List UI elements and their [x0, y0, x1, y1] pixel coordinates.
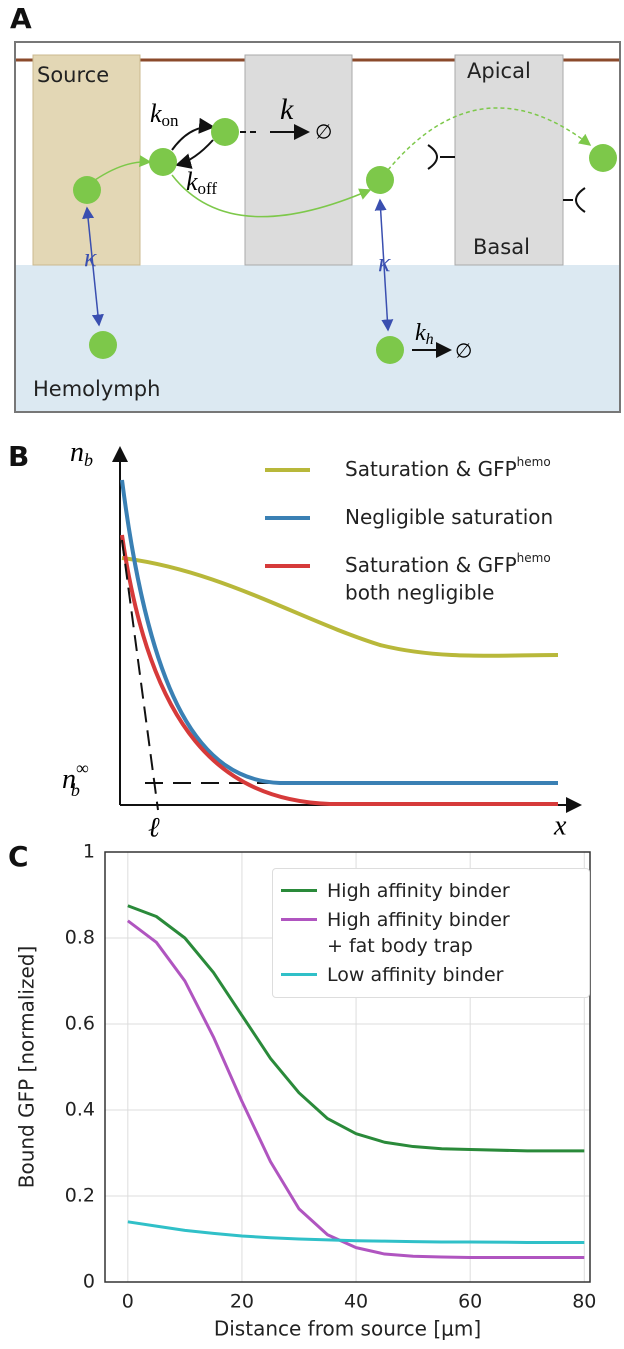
series-line: [127, 904, 585, 1153]
k-on: kon: [150, 99, 179, 130]
molecule: [73, 176, 101, 204]
legend-label: Saturation & GFPhemo: [345, 551, 551, 577]
sub: h: [426, 331, 434, 348]
molecule: [89, 331, 117, 359]
panel-label: B: [8, 440, 29, 473]
binding-arrow: [171, 117, 215, 151]
x-tick-label: 20: [230, 1291, 254, 1313]
k-h: kh: [415, 320, 434, 348]
apical-label: Apical: [467, 59, 531, 83]
y-tick-label: 0.6: [65, 1013, 95, 1035]
null-set: ∅: [455, 339, 472, 363]
k: k: [150, 99, 162, 128]
legend-sup: hemo: [517, 455, 551, 469]
y-axis-label: Bound GFP [normalized]: [15, 946, 39, 1189]
kappa: κ: [84, 243, 97, 272]
legend-text: Negligible saturation: [345, 505, 553, 529]
k: k: [415, 320, 426, 346]
molecules: [73, 118, 617, 364]
sub: b: [84, 450, 93, 470]
curve-both-negligible: [120, 534, 558, 806]
legend-label: both negligible: [345, 581, 494, 605]
n: n: [62, 764, 76, 795]
source-label: Source: [37, 63, 109, 87]
n-infinity: n∞ b: [62, 758, 89, 800]
molecule: [589, 144, 617, 172]
ell: ℓ: [148, 812, 160, 843]
sub: off: [198, 179, 218, 198]
tangent: [121, 539, 159, 811]
hemolymph-label: Hemolymph: [33, 377, 160, 401]
x-axis-label: Distance from source [μm]: [214, 1317, 481, 1341]
null-set: ∅: [315, 120, 332, 144]
x-tick-label: 0: [122, 1291, 134, 1313]
n: n: [70, 437, 84, 468]
legend-text: Saturation & GFP: [345, 553, 517, 577]
panel-label: A: [10, 2, 32, 35]
series-line: [126, 919, 585, 1259]
x-tick-label: 40: [344, 1291, 368, 1313]
plot-frame: [104, 851, 591, 1283]
sub: on: [162, 111, 180, 130]
y-tick-label: 0.8: [65, 927, 95, 949]
k: k: [280, 93, 294, 126]
cell: [454, 54, 564, 266]
panel-b: B nb x ℓ n∞ b Saturation & GFPhemoNegligi…: [8, 437, 582, 843]
legend-swatch: [281, 973, 317, 976]
legend-label: High affinity binder: [327, 880, 510, 902]
exchange-arrow: [82, 206, 104, 327]
molecule: [376, 336, 404, 364]
x-tick-label: 60: [458, 1291, 482, 1313]
series-line: [127, 1220, 585, 1244]
legend-text: Saturation & GFP: [345, 457, 517, 481]
transport-arrow: [94, 155, 152, 181]
sub: b: [71, 780, 80, 800]
legend-swatch: [281, 889, 317, 892]
receptor: [563, 187, 586, 213]
curve-saturation: [121, 556, 559, 658]
legend-entry: Low affinity binder: [281, 962, 581, 988]
y-tick-label: 1: [83, 841, 95, 863]
legend-entry: High affinity binder: [281, 878, 581, 904]
legend-swatch: [281, 918, 317, 921]
y-tick-label: 0.2: [65, 1185, 95, 1207]
unbinding-arrow: [175, 139, 214, 169]
panel-a: A Source Apical Basal Hemolymph κ κ kon …: [10, 2, 621, 413]
x-tick-label: 80: [572, 1291, 596, 1313]
legend-label: Low affinity binder: [327, 964, 504, 986]
y-axis-label: nb: [70, 437, 93, 470]
basal-label: Basal: [473, 235, 530, 259]
exchange-arrow: [374, 198, 394, 332]
legend: High affinity binder High affinity binder…: [272, 868, 590, 998]
transport-arrow: [387, 107, 592, 171]
cell: [244, 54, 353, 266]
k-off: koff: [186, 167, 217, 198]
kappa: κ: [378, 248, 391, 277]
legend-label: Negligible saturation: [345, 505, 553, 529]
legend-label: Saturation & GFPhemo: [345, 455, 551, 481]
legend-label: High affinity binder + fat body trap: [327, 909, 510, 957]
x-axis-label: x: [553, 810, 567, 841]
molecule: [366, 166, 394, 194]
molecule: [211, 118, 239, 146]
transport-arrow: [171, 174, 372, 218]
legend-entry: High affinity binder + fat body trap: [281, 907, 581, 959]
curve-negligible-saturation: [120, 479, 558, 785]
receptor: [427, 144, 455, 170]
legend-sup: hemo: [517, 551, 551, 565]
panel-label: C: [8, 840, 29, 873]
molecule: [149, 148, 177, 176]
y-tick-label: 0: [83, 1271, 95, 1293]
hemolymph-region: [16, 265, 619, 411]
k: k: [186, 167, 198, 196]
y-tick-label: 0.4: [65, 1099, 95, 1121]
sup: ∞: [76, 758, 89, 778]
